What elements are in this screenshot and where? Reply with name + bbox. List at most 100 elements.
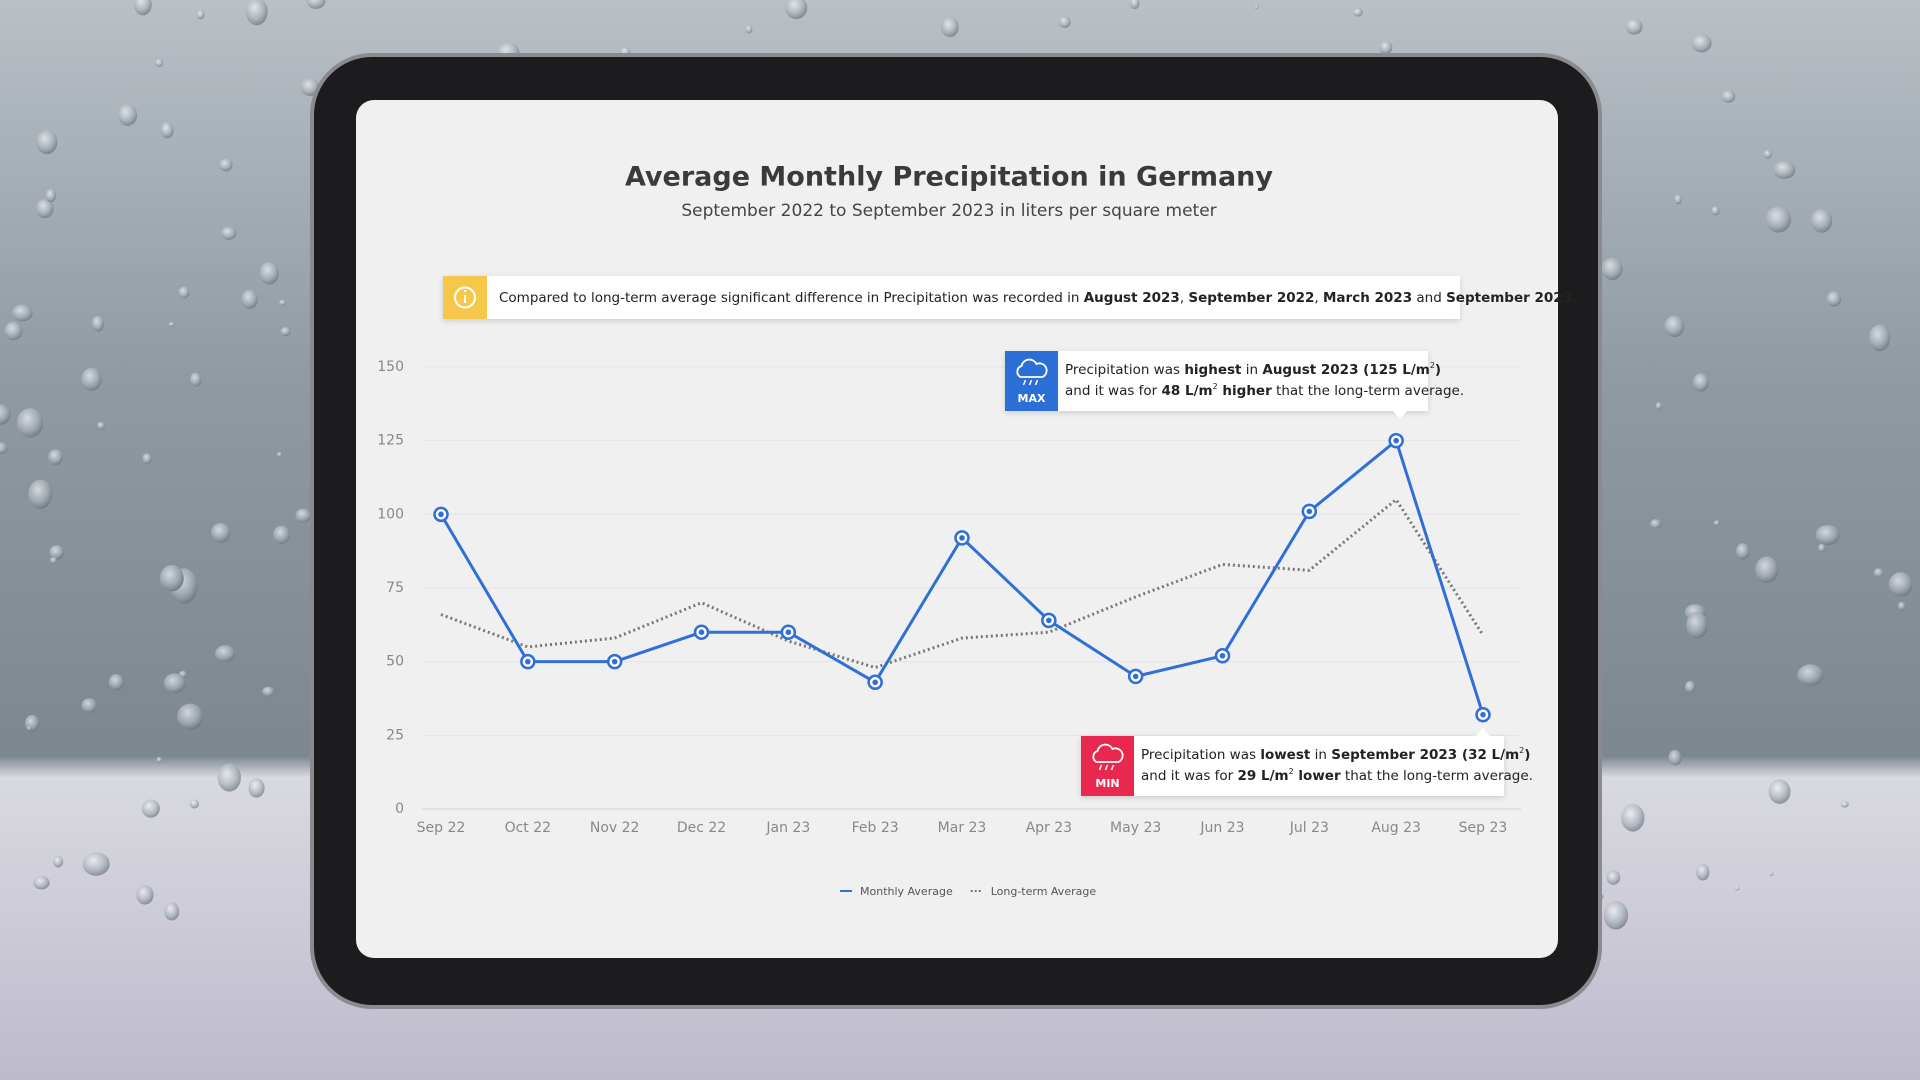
raindrop [1868, 324, 1891, 352]
raindrop [49, 545, 64, 560]
raindrop [1840, 801, 1849, 808]
raindrop [49, 556, 58, 564]
raindrop [1625, 18, 1643, 35]
raindrop [36, 198, 54, 219]
data-point-core [698, 629, 705, 635]
x-tick-label: Oct 22 [505, 820, 551, 836]
raindrop [1693, 373, 1709, 392]
x-tick-label: May 23 [1110, 820, 1161, 836]
rain-icon [1104, 764, 1109, 771]
text-run: September 2023. [1446, 290, 1577, 306]
raindrop [1621, 803, 1645, 832]
raindrop [1826, 291, 1842, 307]
raindrop [108, 674, 124, 691]
chart: 0 25 50 75 100 125 150 Sep 22 Oct 22 Nov 22 Dec 22… [377, 351, 1533, 898]
raindrop [221, 226, 237, 240]
data-point-core [611, 658, 618, 665]
raindrop [1765, 206, 1792, 233]
legend-label: Monthly Average [860, 885, 953, 898]
text-run: and [1412, 290, 1446, 306]
raindrop [941, 16, 959, 38]
text-run: ) [1435, 362, 1441, 378]
raindrop [164, 902, 180, 921]
raindrop [0, 442, 8, 455]
raindrop [1810, 208, 1833, 233]
raindrop [159, 565, 184, 592]
text-run: 2 [1289, 767, 1294, 776]
raindrop [189, 372, 202, 387]
raindrop [1058, 16, 1071, 28]
text-run: that the long-term average. [1341, 768, 1533, 784]
raindrop [163, 673, 186, 694]
raindrop [1601, 257, 1623, 281]
raindrop [1711, 206, 1720, 216]
x-tick-label: Jun 23 [1199, 820, 1244, 836]
raindrop [4, 321, 23, 341]
raindrop [211, 522, 231, 543]
x-tick-label: Mar 23 [938, 820, 987, 836]
raindrop [785, 0, 808, 20]
raindrop [245, 0, 268, 26]
raindrop [196, 9, 205, 20]
annotation-badge-label: MIN [1095, 777, 1119, 790]
chart-title: Average Monthly Precipitation in Germany [625, 162, 1273, 193]
cloud-icon [1016, 358, 1048, 378]
raindrop [1713, 520, 1720, 526]
raindrop [1606, 870, 1621, 885]
raindrop [306, 0, 326, 9]
text-run: lower [1294, 768, 1341, 784]
text-run: higher [1218, 383, 1272, 399]
data-point-core [438, 511, 444, 518]
text-run: 2 [1519, 746, 1524, 755]
raindrop [1873, 568, 1884, 578]
text-run: highest [1184, 362, 1242, 378]
y-tick-label: 75 [386, 580, 404, 596]
raindrop [1763, 149, 1772, 159]
raindrop [142, 453, 152, 465]
legend-label: Long-term Average [991, 885, 1097, 898]
annotation-pointer [1476, 728, 1490, 736]
data-point-core [1306, 508, 1313, 515]
raindrop [241, 289, 258, 309]
annotation-badge-label: MAX [1018, 392, 1046, 405]
raindrop [1773, 160, 1796, 179]
raindrop [177, 703, 204, 730]
text-run: , [1180, 290, 1189, 306]
raindrop [1721, 90, 1736, 103]
text-run: 48 L/m [1162, 383, 1213, 399]
rain-icon [1022, 379, 1027, 386]
raindrop [189, 799, 200, 809]
raindrop [16, 408, 44, 438]
raindrop [33, 876, 50, 890]
text-run: , [1314, 290, 1323, 306]
raindrop [1755, 556, 1779, 583]
raindrop [262, 686, 275, 697]
text-run: August 2023 (125 L/m [1262, 362, 1429, 378]
data-point-core [1046, 617, 1052, 624]
raindrop [248, 778, 265, 798]
raindrop [295, 508, 312, 523]
cloud-icon [1092, 743, 1124, 763]
raindrop [11, 304, 33, 322]
raindrops [0, 0, 1913, 930]
raindrop [141, 799, 160, 818]
text-run: in [1241, 362, 1262, 378]
info-icon-dot [463, 289, 467, 293]
rain-icon [1098, 764, 1103, 771]
raindrop [1650, 519, 1662, 529]
raindrop [1686, 611, 1708, 639]
raindrop [168, 321, 175, 328]
annotation: MIN Precipitation was lowest in September… [1081, 728, 1533, 796]
raindrop [1897, 601, 1906, 611]
raindrop [279, 299, 286, 306]
x-tick-label: Nov 22 [590, 820, 640, 836]
raindrop [1603, 900, 1629, 930]
text-run: Compared to long-term average significan… [499, 290, 1084, 306]
y-tick-label: 50 [386, 654, 404, 670]
data-point-core [959, 535, 965, 541]
raindrop [1129, 0, 1140, 10]
series-line [440, 498, 1485, 670]
annotation-text: Precipitation was highest in August 2023… [1065, 361, 1441, 378]
